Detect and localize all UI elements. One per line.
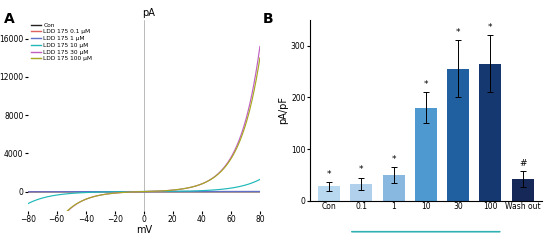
Y-axis label: pA/pF: pA/pF (278, 96, 288, 124)
Text: #: # (519, 159, 526, 168)
LDD 175 1 μM (257, 190, 263, 193)
LDD 175 30 μM (84, 197, 91, 200)
Text: *: * (424, 80, 428, 89)
LDD 175 0.1 μM (24, 190, 31, 193)
LDD 175 0.1 μM (161, 190, 168, 193)
LDD 175 10 μM (179, 190, 186, 193)
Bar (318, 186, 340, 201)
LDD 175 0.1 μM (65, 190, 72, 193)
Con (161, 190, 168, 193)
LDD 175 0.1 μM (199, 190, 206, 193)
Text: B: B (263, 12, 274, 26)
LDD 175 10 μM (84, 191, 91, 194)
LDD 175 1 μM (129, 190, 136, 193)
Bar (479, 64, 501, 201)
LDD 175 100 μM (65, 208, 72, 211)
LDD 175 0.1 μM (257, 190, 263, 193)
LDD 175 10 μM (161, 190, 168, 193)
LDD 175 1 μM (161, 190, 168, 193)
Bar (447, 69, 469, 201)
Con (257, 190, 263, 193)
LDD 175 10 μM (129, 190, 136, 193)
Text: *: * (488, 23, 493, 32)
LDD 175 100 μM (129, 190, 136, 193)
LDD 175 1 μM (65, 190, 72, 193)
LDD 175 100 μM (199, 182, 206, 185)
LDD 175 30 μM (129, 190, 136, 193)
LDD 175 10 μM (199, 189, 206, 192)
Bar (383, 175, 404, 201)
Bar (415, 108, 437, 201)
LDD 175 10 μM (24, 202, 31, 205)
LDD 175 10 μM (257, 178, 263, 181)
LDD 175 10 μM (65, 192, 72, 195)
Con (129, 190, 136, 193)
Con (65, 190, 72, 193)
Text: *: * (327, 170, 331, 179)
LDD 175 30 μM (65, 208, 72, 211)
LDD 175 1 μM (84, 190, 91, 193)
Line: LDD 175 30 μM: LDD 175 30 μM (28, 47, 260, 245)
Con (24, 190, 31, 193)
Text: *: * (456, 28, 460, 37)
LDD 175 30 μM (179, 187, 186, 190)
Line: LDD 175 1 μM: LDD 175 1 μM (28, 191, 260, 192)
Bar (512, 179, 534, 201)
LDD 175 30 μM (257, 45, 263, 48)
Bar (351, 184, 372, 201)
Text: *: * (392, 155, 396, 164)
LDD 175 1 μM (24, 190, 31, 193)
LDD 175 100 μM (257, 56, 263, 59)
X-axis label: mV: mV (135, 225, 152, 235)
LDD 175 0.1 μM (129, 190, 136, 193)
Con (199, 190, 206, 193)
Text: pA: pA (142, 8, 155, 18)
Text: *: * (359, 165, 363, 174)
LDD 175 100 μM (161, 189, 168, 192)
LDD 175 0.1 μM (84, 190, 91, 193)
LDD 175 100 μM (179, 187, 186, 190)
LDD 175 1 μM (199, 190, 206, 193)
LDD 175 100 μM (84, 197, 91, 200)
LDD 175 1 μM (179, 190, 186, 193)
Line: LDD 175 100 μM: LDD 175 100 μM (28, 58, 260, 245)
Con (179, 190, 186, 193)
LDD 175 30 μM (161, 189, 168, 192)
Text: A: A (4, 12, 15, 26)
Con (84, 190, 91, 193)
Line: LDD 175 10 μM: LDD 175 10 μM (28, 179, 260, 204)
LDD 175 0.1 μM (179, 190, 186, 193)
Legend: Con, LDD 175 0.1 μM, LDD 175 1 μM, LDD 175 10 μM, LDD 175 30 μM, LDD 175 100 μM: Con, LDD 175 0.1 μM, LDD 175 1 μM, LDD 1… (30, 23, 92, 61)
LDD 175 30 μM (199, 182, 206, 185)
